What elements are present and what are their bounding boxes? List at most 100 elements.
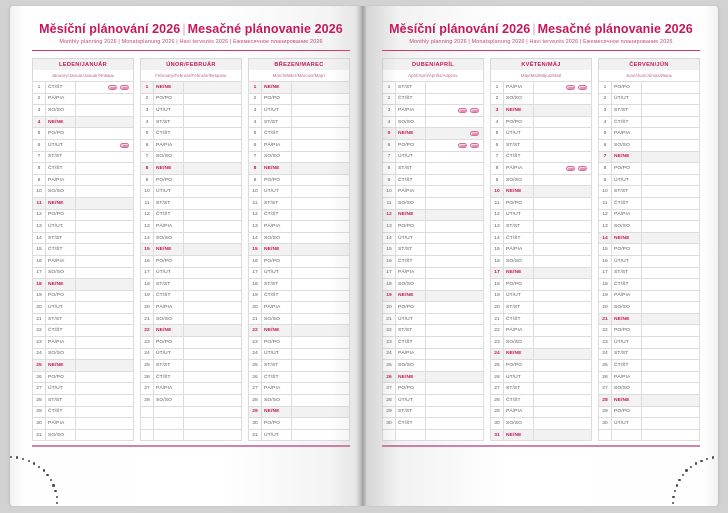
day-row[interactable]: 28 SO/SO (248, 394, 350, 407)
day-row[interactable]: 27 SO/SO (598, 382, 700, 396)
day-row[interactable]: 15 PÁ/PIA (490, 243, 592, 256)
day-row[interactable]: 21 SO/SO (140, 312, 242, 326)
day-row[interactable]: 7 NE/NE (598, 150, 700, 164)
day-note-cell[interactable] (425, 405, 484, 419)
day-row[interactable]: 8 PÁ/PIA (490, 162, 592, 175)
day-row[interactable]: 16 PÁ/PIA (32, 254, 134, 268)
day-note-cell[interactable] (75, 243, 134, 256)
day-note-cell[interactable] (425, 104, 484, 117)
day-note-cell[interactable] (291, 428, 350, 442)
day-note-cell[interactable] (75, 185, 134, 198)
day-note-cell[interactable] (75, 301, 134, 314)
day-row[interactable]: 13 SO/SO (598, 220, 700, 233)
day-row[interactable]: 12 ČT/ŠT (140, 208, 242, 222)
day-row[interactable] (140, 405, 242, 419)
day-note-cell[interactable] (75, 359, 134, 372)
day-row[interactable]: 3 NE/NE (490, 104, 592, 117)
day-row[interactable]: 4 NE/NE (32, 115, 134, 129)
day-row[interactable]: 20 ÚT/UT (32, 301, 134, 314)
day-row[interactable]: 26 NE/NE (382, 370, 484, 384)
day-row[interactable]: 12 PÁ/PIA (598, 208, 700, 222)
day-note-cell[interactable] (183, 278, 242, 291)
day-note-cell[interactable] (291, 185, 350, 198)
day-note-cell[interactable] (291, 92, 350, 106)
day-note-cell[interactable] (533, 428, 592, 442)
day-row[interactable]: 23 ČT/ŠT (382, 336, 484, 349)
day-note-cell[interactable] (75, 92, 134, 106)
day-row[interactable]: 20 PÁ/PIA (248, 301, 350, 314)
day-row[interactable]: 20 PO/PO (382, 301, 484, 314)
day-row[interactable]: 28 NE/NE (598, 394, 700, 407)
day-row[interactable]: 24 ÚT/UT (140, 347, 242, 361)
day-row[interactable]: 27 ÚT/UT (32, 382, 134, 396)
day-row[interactable]: 1 PÁ/PIA (490, 81, 592, 94)
day-row[interactable]: 22 ČT/ŠT (32, 324, 134, 338)
day-note-cell[interactable] (183, 266, 242, 280)
day-row[interactable]: 1 NE/NE (140, 81, 242, 94)
day-row[interactable]: 9 ÚT/UT (598, 173, 700, 187)
day-row[interactable]: 11 ST/ST (140, 196, 242, 210)
day-note-cell[interactable] (533, 278, 592, 291)
day-row[interactable]: 10 PÁ/PIA (382, 185, 484, 198)
day-note-cell[interactable] (641, 162, 700, 175)
day-row[interactable] (598, 428, 700, 442)
day-row[interactable]: 21 ÚT/UT (382, 312, 484, 326)
day-row[interactable]: 4 SO/SO (382, 115, 484, 129)
day-row[interactable]: 3 PÁ/PIA (382, 104, 484, 117)
day-note-cell[interactable] (291, 336, 350, 349)
day-note-cell[interactable] (425, 289, 484, 303)
day-row[interactable]: 23 SO/SO (490, 336, 592, 349)
day-row[interactable]: 25 ČT/ŠT (598, 359, 700, 372)
day-note-cell[interactable] (425, 92, 484, 106)
day-row[interactable]: 17 SO/SO (32, 266, 134, 280)
day-note-cell[interactable] (183, 185, 242, 198)
day-row[interactable]: 18 PO/PO (490, 278, 592, 291)
day-note-cell[interactable] (425, 394, 484, 407)
day-row[interactable]: 29 ČT/ŠT (32, 405, 134, 419)
day-note-cell[interactable] (425, 138, 484, 152)
day-row[interactable]: 4 ST/ST (140, 115, 242, 129)
day-note-cell[interactable] (533, 382, 592, 396)
day-note-cell[interactable] (641, 173, 700, 187)
day-note-cell[interactable] (533, 185, 592, 198)
day-row[interactable]: 14 ČT/ŠT (490, 231, 592, 245)
day-note-cell[interactable] (425, 347, 484, 361)
day-note-cell[interactable] (291, 289, 350, 303)
day-row[interactable]: 19 ČT/ŠT (140, 289, 242, 303)
day-note-cell[interactable] (183, 150, 242, 164)
day-row[interactable]: 28 SO/SO (140, 394, 242, 407)
day-row[interactable]: 5 NE/NE (382, 127, 484, 140)
day-note-cell[interactable] (183, 394, 242, 407)
day-row[interactable]: 26 ČT/ŠT (248, 370, 350, 384)
day-note-cell[interactable] (533, 266, 592, 280)
day-note-cell[interactable] (533, 138, 592, 152)
day-row[interactable]: 8 NE/NE (248, 162, 350, 175)
day-row[interactable]: 14 ST/ST (32, 231, 134, 245)
day-row[interactable]: 8 ST/ST (382, 162, 484, 175)
day-note-cell[interactable] (183, 243, 242, 256)
day-note-cell[interactable] (641, 138, 700, 152)
day-note-cell[interactable] (425, 231, 484, 245)
day-row[interactable]: 29 PO/PO (598, 405, 700, 419)
day-row[interactable]: 10 ST/ST (598, 185, 700, 198)
day-row[interactable]: 20 SO/SO (598, 301, 700, 314)
day-row[interactable]: 7 ÚT/UT (382, 150, 484, 164)
day-note-cell[interactable] (75, 220, 134, 233)
day-row[interactable]: 18 ST/ST (140, 278, 242, 291)
day-note-cell[interactable] (425, 127, 484, 140)
day-row[interactable]: 16 PO/PO (140, 254, 242, 268)
day-row[interactable]: 17 PÁ/PIA (382, 266, 484, 280)
day-row[interactable]: 9 PO/PO (140, 173, 242, 187)
day-note-cell[interactable] (75, 173, 134, 187)
day-note-cell[interactable] (75, 254, 134, 268)
day-note-cell[interactable] (183, 417, 242, 430)
day-note-cell[interactable] (183, 347, 242, 361)
day-row[interactable]: 21 SO/SO (248, 312, 350, 326)
day-note-cell[interactable] (425, 324, 484, 338)
day-row[interactable] (140, 417, 242, 430)
day-note-cell[interactable] (291, 104, 350, 117)
day-note-cell[interactable] (183, 289, 242, 303)
day-note-cell[interactable] (183, 312, 242, 326)
day-note-cell[interactable] (183, 162, 242, 175)
day-note-cell[interactable] (533, 115, 592, 129)
